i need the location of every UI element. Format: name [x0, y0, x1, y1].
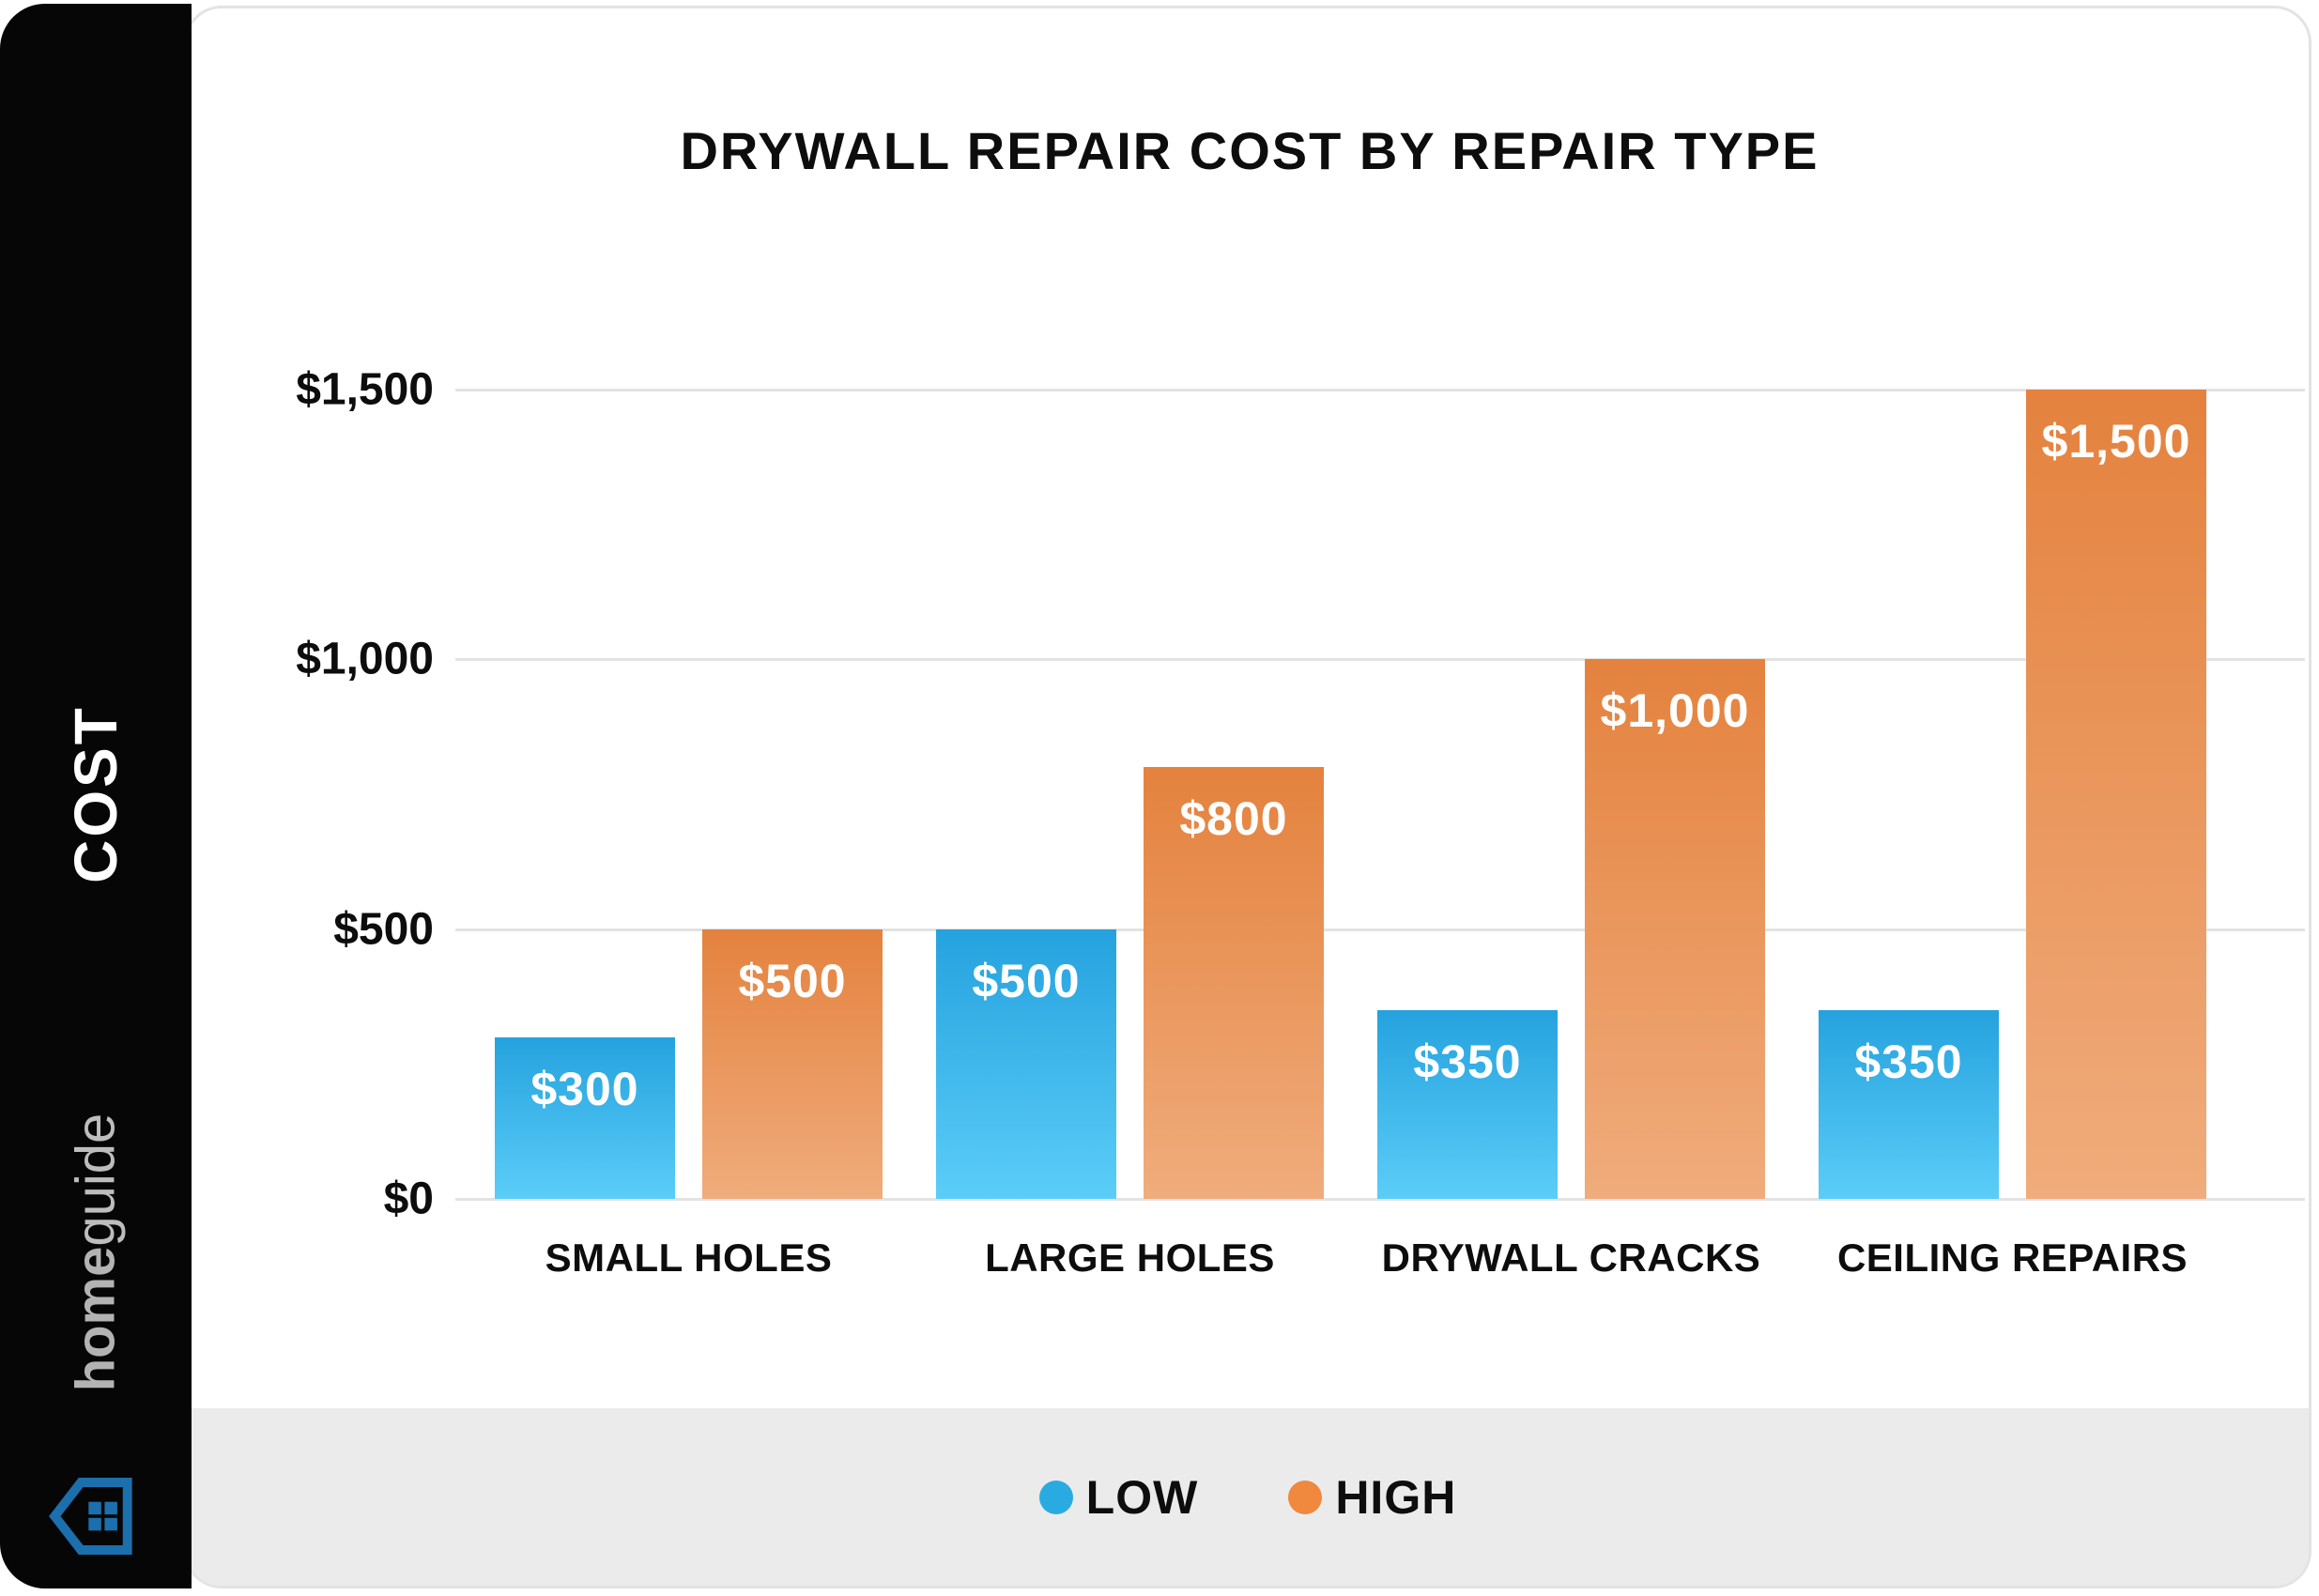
legend-item-low: LOW	[1038, 1470, 1199, 1525]
legend-item-high: HIGH	[1288, 1470, 1456, 1525]
y-axis-label: COST	[62, 705, 130, 883]
brand-light-text: guide	[65, 1113, 127, 1247]
homeguide-wordmark: homeguide	[65, 1113, 128, 1392]
sidebar: COST homeguide	[0, 4, 192, 1588]
high-legend-dot-icon	[1288, 1480, 1323, 1514]
homeguide-house-icon	[49, 1478, 132, 1555]
legend-label: HIGH	[1335, 1470, 1457, 1524]
legend: LOW HIGH	[187, 1408, 2309, 1586]
low-legend-dot-icon	[1038, 1480, 1073, 1514]
legend-label: LOW	[1085, 1470, 1199, 1524]
chart-card	[184, 6, 2311, 1588]
brand-bold-text: home	[65, 1246, 127, 1392]
